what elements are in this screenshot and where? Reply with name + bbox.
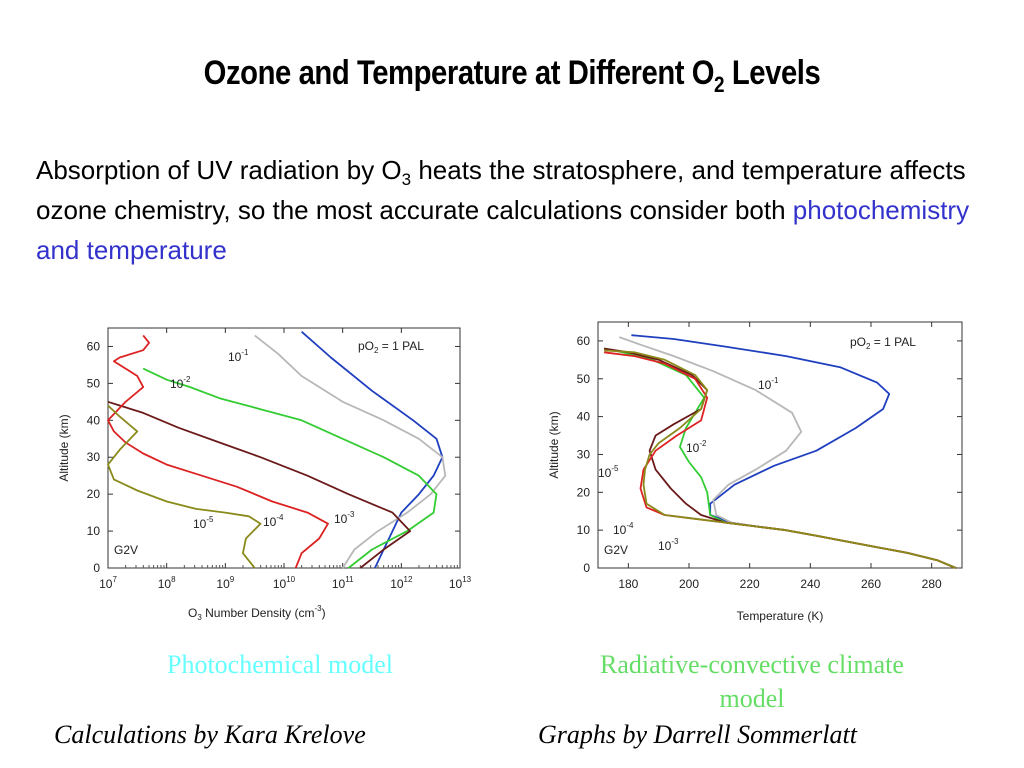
series-line — [107, 400, 411, 569]
x-tick-label: 1010 — [273, 575, 296, 591]
series-line — [603, 351, 957, 569]
credit-right: Graphs by Darrell Sommerlatt — [538, 720, 857, 749]
series-line — [107, 334, 329, 569]
y-tick-label: 50 — [577, 372, 591, 386]
series-label-1e-2: 10-2 — [170, 375, 191, 391]
series-group — [603, 334, 957, 569]
series-label-1e-3: 10-3 — [334, 510, 355, 526]
series-line — [142, 367, 438, 569]
x-tick-label: 280 — [922, 577, 942, 591]
series-line — [604, 349, 957, 569]
x-tick-label: 108 — [158, 575, 176, 591]
temperature-chart: pO2 = 1 PAL 10-1 10-2 10-5 10-4 10-3 0 10… — [547, 321, 963, 623]
x-tick-label: 200 — [679, 577, 699, 591]
body-text-part-2: heats the stratosphere, and temperature … — [36, 155, 966, 225]
body-paragraph: Absorption of UV radiation by O3 heats t… — [36, 150, 996, 270]
body-subscript: 3 — [401, 170, 412, 189]
title-text-end: Levels — [724, 54, 821, 92]
x-axis-title: O3 Number Density (cm-3) — [188, 604, 326, 622]
x-tick-label: 109 — [216, 575, 234, 591]
series-label-1pal: pO2 = 1 PAL — [358, 339, 424, 355]
y-tick-label: 20 — [577, 485, 591, 499]
series-label-1e-5: 10-5 — [193, 515, 214, 531]
x-tick-label: 1011 — [332, 575, 354, 591]
plot-border — [597, 321, 963, 569]
series-label-1e-4: 10-4 — [263, 513, 284, 529]
corner-label: G2V — [114, 543, 138, 557]
x-tick-label: 240 — [800, 577, 820, 591]
credit-left: Calculations by Kara Krelove — [54, 720, 366, 749]
title-text: Ozone and Temperature at Different O — [203, 54, 715, 92]
caption-left: Photochemical model — [166, 650, 393, 679]
caption-right: Radiative-convective climate model — [600, 650, 904, 713]
y-tick-label: 40 — [87, 413, 101, 427]
y-tick-label: 10 — [87, 524, 101, 538]
series-label-1e-1: 10-1 — [758, 376, 779, 392]
y-tick-label: 20 — [87, 487, 101, 501]
chart-text: pO2 = 1 PAL 10-1 10-2 10-3 10-4 10-5 O3 … — [57, 339, 472, 622]
series-line — [603, 347, 957, 569]
y-tick-label: 50 — [87, 376, 101, 390]
y-tick-label: 40 — [577, 410, 591, 424]
y-tick-label: 10 — [577, 523, 591, 537]
y-tick-label: 60 — [87, 339, 101, 353]
x-tick-label: 1013 — [449, 575, 472, 591]
series-label-1pal: pO2 = 1 PAL — [850, 335, 916, 351]
series-line — [254, 334, 447, 569]
body-highlight: photochemistry and temperature — [36, 195, 970, 265]
corner-label: G2V — [604, 543, 628, 557]
title-subscript: 2 — [714, 72, 725, 97]
body-text-part-1: Absorption of UV radiation by O — [36, 155, 402, 185]
y-axis-title: Altitude (km) — [547, 411, 561, 478]
chart-frame — [107, 327, 461, 569]
x-tick-label: 220 — [740, 577, 760, 591]
y-axis-title: Altitude (km) — [57, 414, 71, 481]
y-tick-label: 30 — [577, 447, 591, 461]
x-tick-label: 1012 — [390, 575, 413, 591]
x-tick-label: 180 — [618, 577, 638, 591]
y-tick-label: 0 — [93, 561, 100, 575]
chart-frame — [597, 321, 963, 569]
x-tick-label: 260 — [861, 577, 881, 591]
series-line — [107, 404, 262, 569]
chart-text: pO2 = 1 PAL 10-1 10-2 10-5 10-4 10-3 0 10… — [547, 334, 942, 623]
x-axis-title: Temperature (K) — [737, 609, 824, 623]
slide-title: Ozone and Temperature at Different O2 Le… — [72, 54, 953, 98]
series-label-1e-1: 10-1 — [228, 348, 249, 364]
series-label-1e-5: 10-5 — [598, 464, 619, 480]
series-line — [301, 331, 444, 569]
series-label-1e-2: 10-2 — [686, 439, 707, 455]
x-tick-label: 107 — [99, 575, 117, 591]
y-tick-label: 60 — [577, 334, 591, 348]
series-label-1e-3: 10-3 — [658, 537, 679, 553]
y-tick-label: 30 — [87, 450, 101, 464]
series-line — [618, 336, 957, 569]
ozone-density-chart: pO2 = 1 PAL 10-1 10-2 10-3 10-4 10-5 O3 … — [57, 327, 472, 622]
series-label-1e-4: 10-4 — [613, 521, 634, 537]
y-tick-label: 0 — [583, 561, 590, 575]
series-group — [107, 331, 447, 569]
series-line — [603, 347, 957, 569]
